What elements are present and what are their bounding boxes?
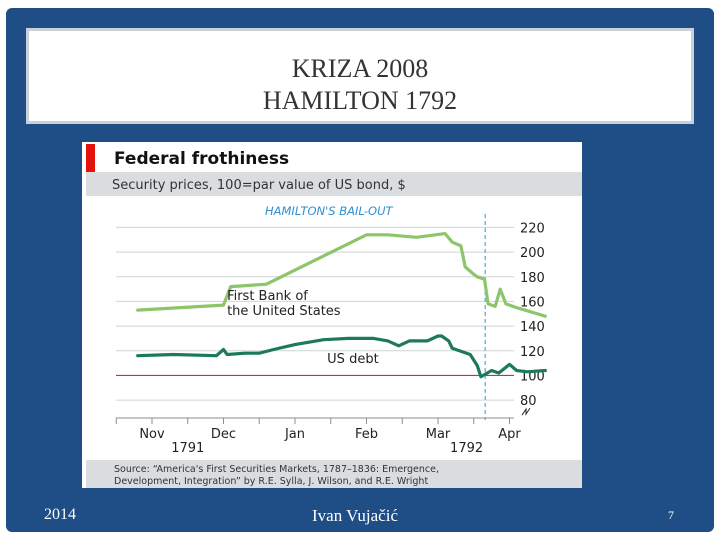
series-line-us-debt — [136, 334, 547, 379]
source-band — [86, 460, 582, 488]
bailout-annotation: HAMILTON'S BAIL-OUT — [265, 204, 394, 218]
chart-background — [82, 142, 582, 488]
footer-year: 2014 — [44, 506, 76, 523]
series-label-us-debt: US debt — [327, 352, 379, 367]
x-tick-label-dec: Dec — [211, 427, 236, 442]
x-tick-label-feb: Feb — [355, 427, 378, 442]
slide-title-line-2: HAMILTON 1792 — [262, 86, 458, 115]
y-tick-label-220: 220 — [520, 221, 545, 236]
y-tick-label-120: 120 — [520, 345, 545, 360]
series-label-first-bank: the United States — [227, 304, 341, 319]
x-tick-label-apr: Apr — [498, 427, 521, 442]
x-tick-label-jan: Jan — [284, 427, 305, 442]
axis-break-marker — [521, 407, 531, 416]
year-label-1791: 1791 — [171, 441, 204, 456]
series-label-first-bank: First Bank of — [227, 289, 308, 304]
title-accent-bar — [86, 144, 95, 172]
chart-title: Federal frothiness — [114, 149, 289, 169]
year-label-1792: 1792 — [450, 441, 483, 456]
x-tick-label-nov: Nov — [139, 427, 165, 442]
footer-author: Ivan Vujačić — [312, 506, 398, 525]
y-tick-label-80: 80 — [520, 394, 537, 409]
y-tick-label-140: 140 — [520, 320, 545, 335]
y-tick-label-180: 180 — [520, 271, 545, 286]
subtitle-band — [86, 172, 582, 196]
series-lines — [136, 231, 547, 379]
series-line-first-bank — [136, 231, 547, 318]
chart-subtitle: Security prices, 100=par value of US bon… — [112, 178, 406, 193]
source-line-1: Source: “America's First Securities Mark… — [114, 464, 439, 475]
x-tick-label-mar: Mar — [426, 427, 451, 442]
gridlines — [115, 214, 514, 424]
page-number: 7 — [668, 508, 674, 522]
chart-panel: Federal frothiness Security prices, 100=… — [82, 142, 582, 488]
source-line-2: Development, Integration” by R.E. Sylla,… — [114, 476, 428, 487]
y-tick-label-160: 160 — [520, 295, 545, 310]
chart-svg: Federal frothiness Security prices, 100=… — [82, 142, 582, 488]
slide-title-line-1: KRIZA 2008 — [291, 54, 429, 83]
y-tick-label-200: 200 — [520, 246, 545, 261]
slide-title-box: KRIZA 2008 HAMILTON 1792 — [26, 28, 694, 124]
